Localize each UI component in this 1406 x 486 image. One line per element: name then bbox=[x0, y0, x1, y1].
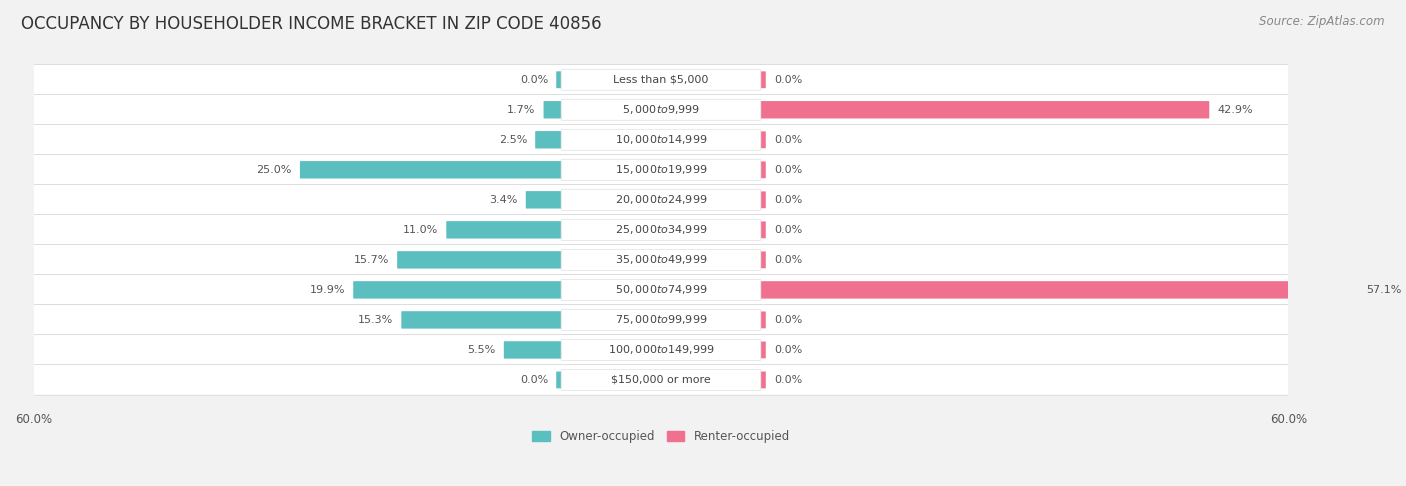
Text: 0.0%: 0.0% bbox=[773, 165, 803, 175]
FancyBboxPatch shape bbox=[557, 71, 562, 88]
FancyBboxPatch shape bbox=[28, 185, 1294, 215]
FancyBboxPatch shape bbox=[446, 221, 562, 239]
FancyBboxPatch shape bbox=[761, 371, 766, 388]
FancyBboxPatch shape bbox=[536, 131, 562, 149]
Text: 0.0%: 0.0% bbox=[773, 135, 803, 145]
Text: $10,000 to $14,999: $10,000 to $14,999 bbox=[614, 133, 707, 146]
FancyBboxPatch shape bbox=[761, 342, 766, 358]
Legend: Owner-occupied, Renter-occupied: Owner-occupied, Renter-occupied bbox=[531, 430, 790, 443]
FancyBboxPatch shape bbox=[761, 101, 1209, 119]
FancyBboxPatch shape bbox=[561, 339, 761, 361]
Text: $25,000 to $34,999: $25,000 to $34,999 bbox=[614, 224, 707, 236]
FancyBboxPatch shape bbox=[401, 311, 562, 329]
FancyBboxPatch shape bbox=[28, 305, 1294, 335]
Text: $5,000 to $9,999: $5,000 to $9,999 bbox=[621, 103, 700, 116]
FancyBboxPatch shape bbox=[561, 279, 761, 300]
FancyBboxPatch shape bbox=[526, 191, 562, 208]
FancyBboxPatch shape bbox=[761, 281, 1358, 298]
FancyBboxPatch shape bbox=[561, 310, 761, 330]
Text: 0.0%: 0.0% bbox=[773, 375, 803, 385]
Text: 3.4%: 3.4% bbox=[489, 195, 517, 205]
Text: 0.0%: 0.0% bbox=[773, 75, 803, 85]
Text: 0.0%: 0.0% bbox=[773, 195, 803, 205]
Text: 5.5%: 5.5% bbox=[468, 345, 496, 355]
FancyBboxPatch shape bbox=[544, 101, 562, 119]
FancyBboxPatch shape bbox=[561, 190, 761, 210]
Text: $20,000 to $24,999: $20,000 to $24,999 bbox=[614, 193, 707, 207]
FancyBboxPatch shape bbox=[761, 71, 766, 88]
FancyBboxPatch shape bbox=[557, 371, 562, 388]
FancyBboxPatch shape bbox=[396, 251, 562, 269]
Text: 11.0%: 11.0% bbox=[404, 225, 439, 235]
FancyBboxPatch shape bbox=[299, 161, 562, 178]
FancyBboxPatch shape bbox=[761, 131, 766, 148]
FancyBboxPatch shape bbox=[561, 129, 761, 150]
Text: 0.0%: 0.0% bbox=[773, 225, 803, 235]
Text: $150,000 or more: $150,000 or more bbox=[612, 375, 711, 385]
FancyBboxPatch shape bbox=[561, 249, 761, 270]
FancyBboxPatch shape bbox=[761, 161, 766, 178]
FancyBboxPatch shape bbox=[28, 244, 1294, 275]
Text: $50,000 to $74,999: $50,000 to $74,999 bbox=[614, 283, 707, 296]
FancyBboxPatch shape bbox=[561, 159, 761, 180]
Text: 15.3%: 15.3% bbox=[359, 315, 394, 325]
Text: OCCUPANCY BY HOUSEHOLDER INCOME BRACKET IN ZIP CODE 40856: OCCUPANCY BY HOUSEHOLDER INCOME BRACKET … bbox=[21, 15, 602, 33]
FancyBboxPatch shape bbox=[761, 222, 766, 238]
FancyBboxPatch shape bbox=[761, 312, 766, 329]
Text: 0.0%: 0.0% bbox=[773, 315, 803, 325]
FancyBboxPatch shape bbox=[28, 124, 1294, 155]
FancyBboxPatch shape bbox=[28, 364, 1294, 395]
Text: 2.5%: 2.5% bbox=[499, 135, 527, 145]
FancyBboxPatch shape bbox=[28, 335, 1294, 365]
Text: 42.9%: 42.9% bbox=[1218, 105, 1253, 115]
FancyBboxPatch shape bbox=[561, 369, 761, 390]
Text: 57.1%: 57.1% bbox=[1365, 285, 1402, 295]
Text: 0.0%: 0.0% bbox=[520, 375, 548, 385]
Text: 1.7%: 1.7% bbox=[508, 105, 536, 115]
Text: $35,000 to $49,999: $35,000 to $49,999 bbox=[614, 253, 707, 266]
Text: $15,000 to $19,999: $15,000 to $19,999 bbox=[614, 163, 707, 176]
Text: 0.0%: 0.0% bbox=[773, 345, 803, 355]
Text: 15.7%: 15.7% bbox=[354, 255, 389, 265]
Text: 0.0%: 0.0% bbox=[773, 255, 803, 265]
FancyBboxPatch shape bbox=[28, 155, 1294, 185]
Text: $75,000 to $99,999: $75,000 to $99,999 bbox=[614, 313, 707, 327]
FancyBboxPatch shape bbox=[28, 275, 1294, 305]
FancyBboxPatch shape bbox=[561, 69, 761, 90]
Text: Less than $5,000: Less than $5,000 bbox=[613, 75, 709, 85]
FancyBboxPatch shape bbox=[761, 191, 766, 208]
FancyBboxPatch shape bbox=[503, 341, 562, 359]
FancyBboxPatch shape bbox=[28, 94, 1294, 125]
Text: 19.9%: 19.9% bbox=[309, 285, 346, 295]
FancyBboxPatch shape bbox=[28, 214, 1294, 245]
FancyBboxPatch shape bbox=[353, 281, 562, 298]
Text: $100,000 to $149,999: $100,000 to $149,999 bbox=[607, 344, 714, 356]
FancyBboxPatch shape bbox=[561, 99, 761, 120]
Text: Source: ZipAtlas.com: Source: ZipAtlas.com bbox=[1260, 15, 1385, 28]
FancyBboxPatch shape bbox=[761, 251, 766, 268]
FancyBboxPatch shape bbox=[28, 65, 1294, 95]
FancyBboxPatch shape bbox=[561, 219, 761, 241]
Text: 25.0%: 25.0% bbox=[256, 165, 292, 175]
Text: 0.0%: 0.0% bbox=[520, 75, 548, 85]
